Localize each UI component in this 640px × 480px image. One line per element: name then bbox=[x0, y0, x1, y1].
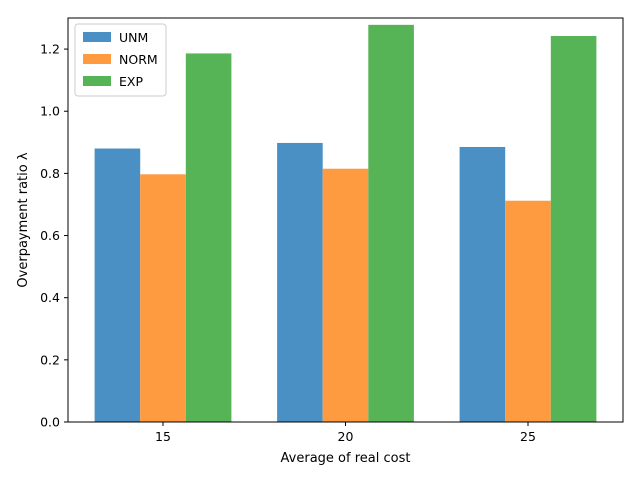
legend-swatch-exp bbox=[83, 76, 111, 86]
axes-group: 0.0 0.2 0.4 0.6 0.8 1.0 1.2 15 20 25 bbox=[40, 17, 624, 444]
bar-norm-25 bbox=[505, 200, 551, 422]
legend-label-norm: NORM bbox=[119, 52, 158, 67]
bar-exp-25 bbox=[550, 36, 597, 423]
bar-norm-15 bbox=[140, 174, 186, 422]
bar-unm-15 bbox=[94, 148, 141, 422]
legend-label-unm: UNM bbox=[119, 30, 148, 45]
legend-swatch-unm bbox=[83, 32, 111, 42]
x-axis-label: Average of real cost bbox=[281, 451, 411, 466]
legend: UNM NORM EXP bbox=[74, 23, 167, 97]
x-tick-label: 15 bbox=[155, 429, 171, 444]
bar-unm-25 bbox=[459, 146, 506, 422]
legend-swatch-norm bbox=[83, 54, 111, 64]
bar-exp-15 bbox=[185, 53, 232, 423]
x-tick-label: 25 bbox=[520, 429, 536, 444]
y-tick-label: 1.2 bbox=[40, 42, 60, 57]
y-tick-label: 0.6 bbox=[40, 228, 60, 243]
bar-norm-20 bbox=[322, 168, 369, 422]
bar-exp-20 bbox=[368, 24, 414, 423]
legend-label-exp: EXP bbox=[119, 74, 143, 89]
y-tick-label: 0.4 bbox=[40, 290, 60, 305]
y-tick-label: 0.2 bbox=[40, 352, 60, 367]
bars-group bbox=[94, 24, 597, 423]
y-axis-label: Overpayment ratio λ bbox=[16, 152, 31, 287]
y-tick-label: 0.0 bbox=[40, 415, 60, 430]
bar-unm-20 bbox=[277, 142, 323, 422]
y-tick-label: 0.8 bbox=[40, 166, 60, 181]
x-tick-label: 20 bbox=[338, 429, 354, 444]
y-tick-label: 1.0 bbox=[40, 104, 60, 119]
